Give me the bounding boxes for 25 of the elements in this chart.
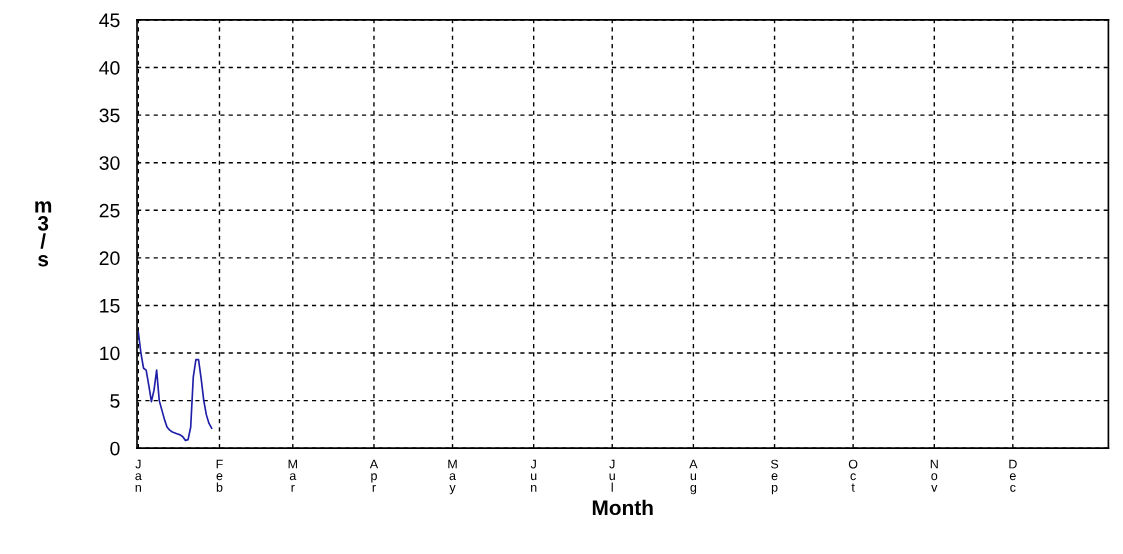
x-tick-label: J u l bbox=[609, 459, 615, 492]
y-tick-label: 30 bbox=[99, 156, 120, 170]
y-axis-title: m 3 / s bbox=[35, 201, 52, 267]
x-tick-label: N o v bbox=[930, 459, 938, 492]
y-tick-label: 20 bbox=[99, 251, 120, 266]
y-tick-label: 35 bbox=[99, 108, 120, 123]
x-tick-label: A u g bbox=[689, 459, 698, 495]
x-tick-label: M a y bbox=[448, 459, 457, 495]
y-tick-label: 10 bbox=[100, 346, 120, 361]
y-tick-label: 25 bbox=[99, 203, 120, 218]
x-tick-label: S e p bbox=[770, 459, 779, 495]
x-tick-label: A p r bbox=[369, 459, 379, 492]
x-tick-label: D e c bbox=[1009, 459, 1017, 492]
y-tick-label: 15 bbox=[100, 299, 120, 313]
x-tick-label: O c t bbox=[848, 459, 858, 492]
y-tick-label: 5 bbox=[110, 394, 120, 408]
x-tick-label: F e b bbox=[216, 459, 223, 492]
x-tick-label: J a n bbox=[135, 459, 142, 492]
x-tick-label: M a r bbox=[288, 459, 297, 492]
x-tick-label: J u n bbox=[530, 459, 537, 492]
y-tick-label: 45 bbox=[99, 13, 120, 28]
line-series bbox=[137, 331, 213, 442]
x-axis-title: Month bbox=[592, 499, 653, 516]
y-tick-label: 40 bbox=[99, 60, 120, 75]
y-tick-label: 0 bbox=[110, 441, 120, 456]
